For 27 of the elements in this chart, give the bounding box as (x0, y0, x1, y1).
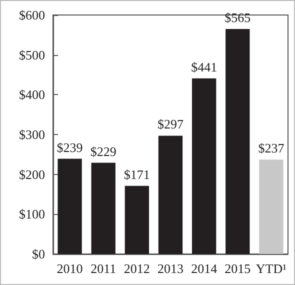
y-tick-label: $0 (32, 246, 45, 262)
data-label: $171 (124, 166, 150, 182)
y-tick-label: $100 (19, 206, 45, 222)
x-tick-label: 2014 (191, 261, 218, 276)
bar (124, 186, 150, 254)
x-tick-label: 2015 (224, 261, 251, 276)
data-label: $229 (90, 144, 116, 159)
y-tick-label: $300 (19, 127, 45, 142)
bar (192, 78, 216, 254)
bar (91, 162, 116, 254)
x-tick-label: 2010 (56, 261, 83, 276)
data-label: $237 (258, 140, 285, 156)
y-tick-label: $400 (19, 87, 45, 102)
y-tick-label: $500 (19, 47, 45, 62)
data-label: $297 (158, 116, 184, 132)
x-tick-label: YTD¹ (256, 261, 287, 276)
data-label: $441 (191, 59, 218, 74)
bar (58, 158, 82, 254)
x-tick-label: 2013 (158, 261, 184, 276)
bar (226, 28, 250, 254)
bar (158, 136, 183, 254)
y-tick-label: $200 (19, 166, 45, 182)
y-tick-label: $600 (19, 8, 45, 22)
bar (259, 160, 284, 254)
x-tick-label: 2012 (124, 261, 150, 276)
x-tick-label: 2011 (90, 261, 116, 276)
data-label: $239 (56, 140, 83, 155)
